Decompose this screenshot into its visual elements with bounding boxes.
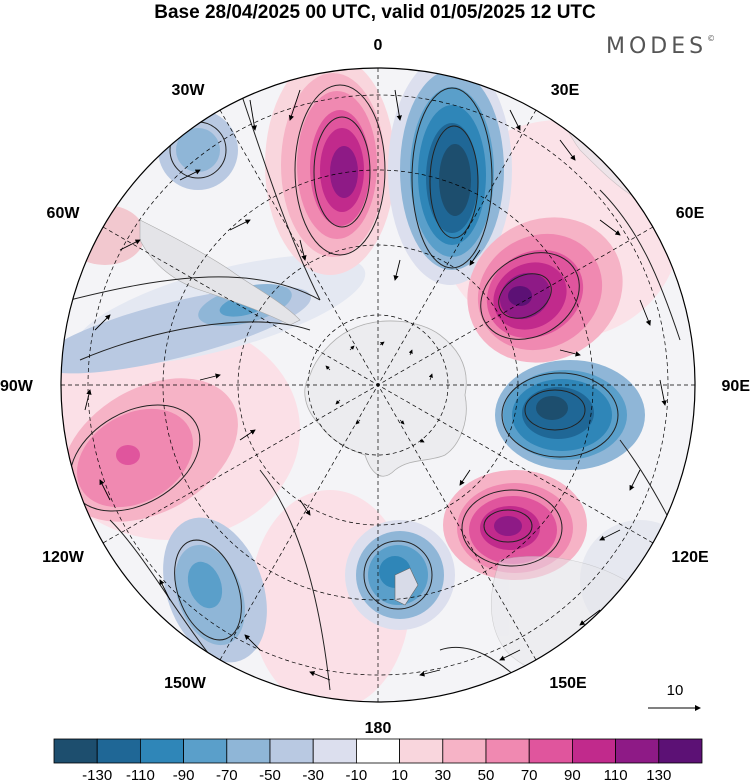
- colorbar-swatch: [615, 738, 660, 764]
- colorbar-label: 110: [604, 767, 628, 783]
- colorbar: -130 -110 -90 -70 -50 -30 -10 10 30 50 70 90 110 130: [53, 738, 703, 783]
- lon-label-60w: 60W: [47, 205, 81, 222]
- colorbar-swatch: [96, 738, 141, 764]
- anomaly-positive-20w: [265, 68, 395, 275]
- colorbar-swatch: [355, 738, 400, 764]
- colorbar-label: 30: [434, 767, 451, 783]
- lon-label-90w: 90W: [0, 378, 34, 395]
- copyright-mark: ©: [707, 34, 716, 43]
- anomaly-negative-90e: [495, 360, 645, 470]
- small-vectors: [325, 341, 433, 443]
- colorbar-swatch: [312, 738, 357, 764]
- lon-label-150w: 150W: [164, 675, 207, 692]
- colorbar-swatch: [528, 738, 573, 764]
- lon-label-90e: 90E: [722, 378, 750, 395]
- map-title: Base 28/04/2025 00 UTC, valid 01/05/2025…: [154, 2, 596, 23]
- reference-vector-label: 10: [667, 682, 684, 699]
- lon-label-60e: 60E: [676, 205, 705, 222]
- anomaly-positive-45e: [467, 217, 623, 363]
- map-boundary: [60, 67, 696, 703]
- colorbar-label: 90: [564, 767, 581, 783]
- lon-label-0: 0: [374, 37, 383, 54]
- colorbar-swatch: [139, 738, 184, 764]
- colorbar-label: -10: [346, 767, 368, 783]
- lon-label-120w: 120W: [42, 549, 85, 566]
- colorbar-label: 10: [391, 767, 408, 783]
- colorbar-label: -90: [173, 767, 195, 783]
- south-america: [139, 219, 301, 326]
- lon-label-180: 180: [365, 720, 392, 737]
- brand-logo: MODES©: [606, 34, 715, 59]
- lon-label-30w: 30W: [172, 82, 206, 99]
- colorbar-swatch: [53, 738, 98, 764]
- colorbar-swatch: [226, 738, 271, 764]
- wind-vectors: [84, 89, 667, 681]
- brand-text: MODES: [606, 34, 708, 59]
- colorbar-label: -50: [259, 767, 281, 783]
- colorbar-label: -70: [216, 767, 238, 783]
- colorbar-swatch: [442, 738, 487, 764]
- colorbar-swatch: [399, 738, 444, 764]
- graticule: [61, 68, 695, 702]
- colorbar-label: 130: [646, 767, 671, 783]
- colorbar-label: -130: [82, 767, 112, 783]
- colorbar-swatch: [572, 738, 617, 764]
- colorbar-swatch: [485, 738, 530, 764]
- colorbar-swatch: [658, 738, 703, 764]
- map-field: [61, 68, 695, 702]
- colorbar-label: -30: [302, 767, 324, 783]
- new-zealand: [394, 567, 419, 606]
- reference-vector: 10: [648, 682, 701, 711]
- colorbar-swatch: [183, 738, 228, 764]
- lon-label-30e: 30E: [551, 82, 580, 99]
- colorbar-swatch: [269, 738, 314, 764]
- lon-label-120e: 120E: [671, 549, 709, 566]
- colorbar-label: -110: [126, 767, 155, 783]
- colorbar-label: 50: [478, 767, 495, 783]
- colorbar-label: 70: [521, 767, 538, 783]
- lon-label-150e: 150E: [549, 675, 587, 692]
